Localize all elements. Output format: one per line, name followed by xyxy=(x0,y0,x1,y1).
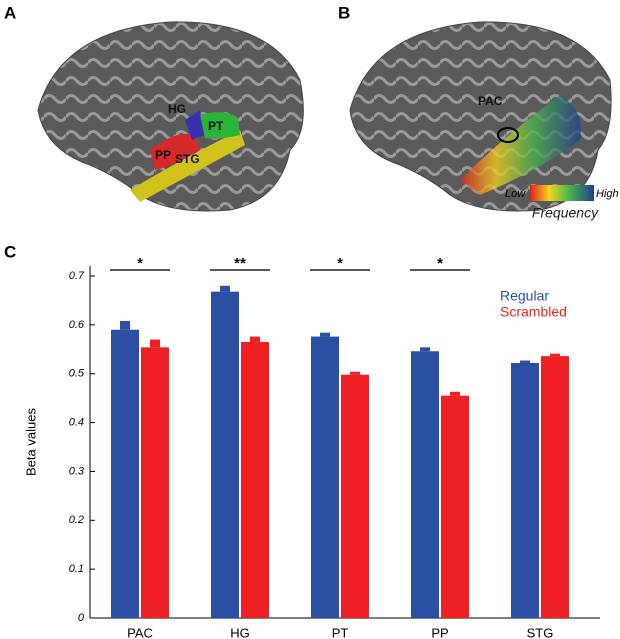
tonotopy-map xyxy=(460,95,581,195)
error-bar xyxy=(520,360,530,363)
legend-entry: Regular xyxy=(500,288,549,304)
pac-outline xyxy=(497,127,519,143)
stg-region xyxy=(130,130,245,202)
y-tick-label: 0.6 xyxy=(69,319,85,331)
error-bar xyxy=(420,347,430,352)
bar xyxy=(111,329,139,618)
x-tick-label: STG xyxy=(527,625,554,639)
y-tick-label: 0 xyxy=(78,612,85,624)
error-bar xyxy=(350,371,360,375)
bar xyxy=(341,374,369,618)
panel-label: A xyxy=(4,3,16,22)
significance-label: * xyxy=(437,255,443,272)
bar xyxy=(141,347,169,618)
error-bar xyxy=(550,353,560,357)
legend-entry: Scrambled xyxy=(500,304,567,320)
error-bar xyxy=(150,339,160,348)
bar xyxy=(511,362,539,618)
chart: 0 0.1 0.2 0.3 0.4 0.5 0.6 0.7 PAC * HG ** PT * PP * STG R… xyxy=(69,255,600,639)
panel-label: B xyxy=(338,3,350,22)
bar xyxy=(211,291,239,618)
region-label: PT xyxy=(208,119,224,133)
y-tick-label: 0.3 xyxy=(69,465,85,477)
x-tick-label: PP xyxy=(431,625,448,639)
bar xyxy=(541,356,569,618)
bar xyxy=(241,341,269,618)
bar xyxy=(441,395,469,618)
region-label: PP xyxy=(155,148,171,162)
colorbar xyxy=(530,185,594,201)
bar xyxy=(411,351,439,618)
pt-region xyxy=(200,112,240,139)
colorbar-label: High xyxy=(596,188,619,200)
pp-region xyxy=(150,134,200,170)
brain-a: HG PT PP STG xyxy=(37,21,304,212)
region-label: HG xyxy=(168,102,186,116)
error-bar xyxy=(120,320,130,330)
y-tick-label: 0.4 xyxy=(69,416,84,428)
y-tick-label: 0.7 xyxy=(69,270,85,282)
colorbar-label: Low xyxy=(505,188,526,200)
y-tick-label: 0.1 xyxy=(69,563,84,575)
significance-label: * xyxy=(337,255,343,272)
brain-b: PAC Low High Frequency xyxy=(349,21,619,221)
hg-region xyxy=(185,110,205,140)
y-tick-label: 0.5 xyxy=(69,368,85,380)
significance-label: ** xyxy=(234,255,246,272)
error-bar xyxy=(450,391,460,396)
colorbar-title: Frequency xyxy=(532,205,599,221)
error-bar xyxy=(320,332,330,337)
region-label: PAC xyxy=(478,94,503,108)
y-axis-label: Beta values xyxy=(23,408,38,476)
error-bar xyxy=(250,336,260,342)
significance-label: * xyxy=(137,255,143,272)
bar xyxy=(311,336,339,618)
y-tick-label: 0.2 xyxy=(69,514,84,526)
x-tick-label: PAC xyxy=(127,625,153,639)
x-tick-label: PT xyxy=(332,625,349,639)
region-label: STG xyxy=(175,152,200,166)
x-tick-label: HG xyxy=(230,625,250,639)
error-bar xyxy=(220,285,230,292)
panel-label: C xyxy=(4,242,16,261)
